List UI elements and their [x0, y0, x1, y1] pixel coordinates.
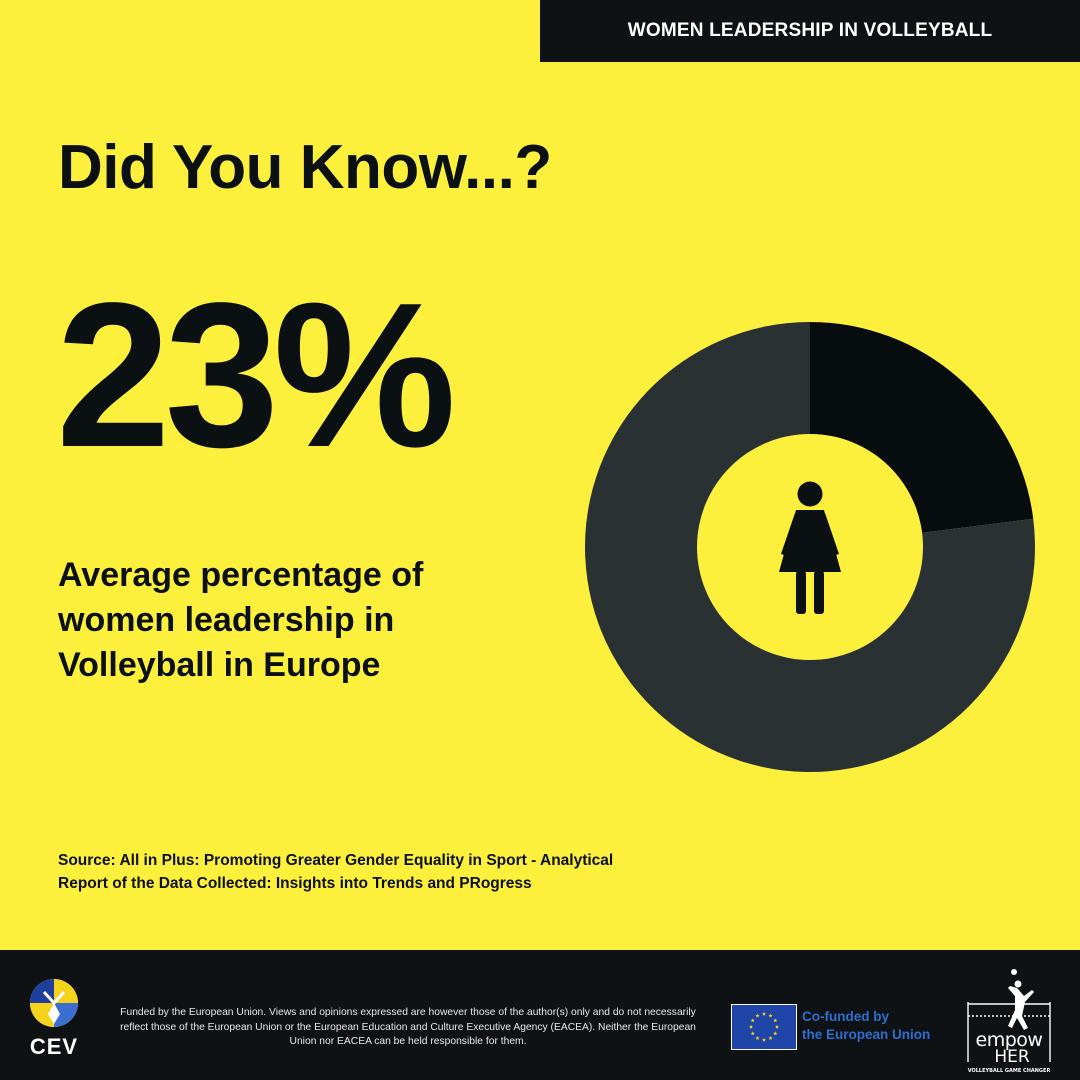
eu-star-icon: [761, 1037, 767, 1042]
eu-star-icon: [768, 1036, 773, 1041]
eu-star-icon: [755, 1036, 760, 1041]
source-citation: Source: All in Plus: Promoting Greater G…: [58, 852, 614, 893]
banner-title: WOMEN LEADERSHIP IN VOLLEYBALL: [627, 20, 993, 41]
woman-figure-icon: [779, 481, 841, 614]
eu-star-icon: [761, 1011, 767, 1016]
eu-star-icon: [773, 1018, 778, 1023]
top-banner: WOMEN LEADERSHIP IN VOLLEYBALL: [540, 0, 1080, 62]
svg-text:empow: empow: [976, 1029, 1043, 1051]
stat-description: Average percentage of women leadership i…: [58, 556, 424, 685]
funding-disclaimer: Funded by the European Union. Views and …: [120, 1007, 696, 1048]
eu-star-icon: [774, 1024, 780, 1029]
headline: Did You Know...?: [58, 133, 552, 202]
svg-text:VOLLEYBALL GAME CHANGER: VOLLEYBALL GAME CHANGER: [968, 1068, 1051, 1074]
eu-star-icon: [773, 1031, 778, 1036]
eu-star-icon: [755, 1013, 760, 1018]
eu-cofunded-label: Co-funded by the European Union: [802, 1008, 930, 1044]
footer: CEV Funded by the European Union. Views …: [0, 950, 1080, 1080]
empower-her-logo-icon: empow HER VOLLEYBALL GAME CHANGER: [967, 969, 1051, 1074]
stat-value: 23%: [56, 260, 456, 490]
eu-star-icon: [768, 1013, 773, 1018]
cev-label: CEV: [29, 1034, 79, 1059]
donut-slice-1: [585, 322, 1035, 772]
eu-label-line1: Co-funded by: [802, 1009, 889, 1024]
eu-star-icon: [750, 1018, 755, 1023]
cev-logo-icon: [30, 979, 78, 1027]
svg-text:HER: HER: [994, 1047, 1030, 1067]
donut-chart: [585, 322, 1035, 772]
eu-star-icon: [750, 1031, 755, 1036]
eu-star-icon: [748, 1024, 754, 1029]
eu-label-line2: the European Union: [802, 1026, 931, 1042]
eu-flag-icon: [731, 1004, 797, 1050]
